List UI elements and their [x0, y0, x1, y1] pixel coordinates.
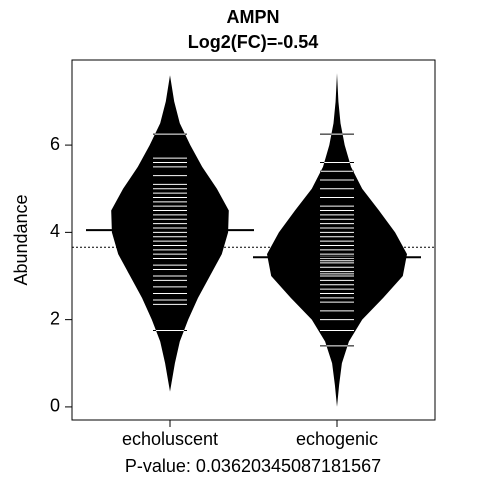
y-tick-label: 4	[50, 221, 60, 241]
y-tick-label: 2	[50, 308, 60, 328]
bean-half	[170, 75, 229, 392]
y-axis-label: Abundance	[11, 194, 31, 285]
chart-subtitle: Log2(FC)=-0.54	[188, 32, 319, 52]
x-tick-label: echoluscent	[122, 429, 218, 449]
chart-title: AMPN	[227, 7, 280, 27]
y-tick-label: 6	[50, 134, 60, 154]
bean-half	[111, 75, 170, 392]
y-tick-label: 0	[50, 396, 60, 416]
plot-frame	[71, 59, 436, 421]
x-axis-label: P-value: 0.03620345087181567	[125, 456, 381, 476]
bean-half	[337, 73, 407, 407]
x-tick-label: echogenic	[296, 429, 378, 449]
bean-half	[267, 73, 337, 407]
